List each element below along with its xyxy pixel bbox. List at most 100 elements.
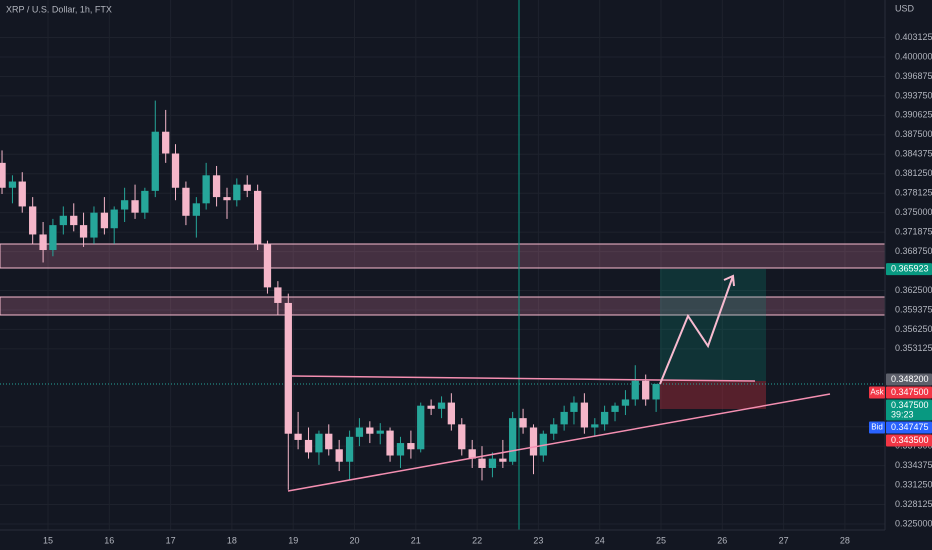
candle-body <box>315 433 323 453</box>
y-tick-label: 0.400000 <box>895 51 932 61</box>
projection-arrow <box>659 275 734 385</box>
candle-body <box>39 234 47 251</box>
candle-body <box>49 225 57 251</box>
x-tick-label: 23 <box>533 535 543 545</box>
candle-body <box>560 411 568 425</box>
candle-body <box>591 424 599 428</box>
side-tag <box>869 386 885 399</box>
price-tag-label: 0.343500 <box>891 435 929 445</box>
candle-body <box>151 131 159 191</box>
candle-body <box>519 418 527 428</box>
y-tick-label: 0.375000 <box>895 207 932 217</box>
y-tick-label: 0.384375 <box>895 149 932 159</box>
resistance-zone <box>0 243 886 269</box>
candle-body <box>570 402 578 412</box>
candle-body <box>212 175 221 198</box>
candle-body <box>18 181 26 207</box>
y-tick-label: 0.328125 <box>895 499 932 509</box>
candle-body <box>580 402 589 428</box>
grid <box>0 0 885 530</box>
candle-body <box>488 458 497 468</box>
y-tick-label: 0.396875 <box>895 71 932 81</box>
price-tag <box>886 263 932 276</box>
candle-body <box>642 380 650 400</box>
x-tick-label: 27 <box>779 535 789 545</box>
candle-body <box>325 433 333 450</box>
price-tag-label: 0.348200 <box>891 374 929 384</box>
price-tag-label: 0.365923 <box>891 264 929 274</box>
y-tick-label: 0.331250 <box>895 479 932 489</box>
ascending-trendline <box>287 393 831 492</box>
y-tick-label: 0.368750 <box>895 246 932 256</box>
price-tag <box>886 434 932 447</box>
candle-body <box>162 131 170 154</box>
candle-body <box>70 215 78 226</box>
horizontal-trendline <box>291 375 756 382</box>
candle-body <box>427 405 435 409</box>
x-tick-label: 24 <box>595 535 605 545</box>
candle-body <box>182 187 190 216</box>
countdown: 39:23 <box>891 409 914 419</box>
y-tick-label: 0.387500 <box>895 129 932 139</box>
y-tick-label: 0.356250 <box>895 324 932 334</box>
x-tick-label: 22 <box>472 535 482 545</box>
candle-body <box>284 302 292 434</box>
candle-body <box>79 225 88 238</box>
candle-body <box>0 162 6 188</box>
y-tick-label: 0.353125 <box>895 343 932 353</box>
candle-body <box>335 449 343 462</box>
candle-body <box>202 175 210 204</box>
y-tick-label: 0.362500 <box>895 285 932 295</box>
x-tick-label: 25 <box>656 535 666 545</box>
price-tag <box>886 373 932 386</box>
price-tag <box>886 421 932 434</box>
candle-body <box>253 190 262 244</box>
candle-body <box>447 402 456 425</box>
y-tick-label: 0.334375 <box>895 460 932 470</box>
candle-body <box>652 383 660 400</box>
candle-body <box>294 433 302 440</box>
candles <box>0 100 660 490</box>
candle-body <box>120 200 129 210</box>
x-tick-label: 20 <box>349 535 359 545</box>
x-tick-label: 19 <box>288 535 298 545</box>
candle-body <box>376 430 384 434</box>
drawings <box>287 274 831 492</box>
y-tick-label: 0.393750 <box>895 90 932 100</box>
candle-body <box>263 243 272 288</box>
candle-body <box>90 212 98 238</box>
x-tick-label: 16 <box>104 535 114 545</box>
candle-body <box>59 215 67 226</box>
side-tag-label: Bid <box>871 423 883 432</box>
candle-body <box>600 411 609 425</box>
side-tag-label: Ask <box>870 388 884 397</box>
y-tick-label: 0.381250 <box>895 168 932 178</box>
price-tag <box>886 399 932 421</box>
axis-unit: USD <box>895 3 915 13</box>
candle-body <box>621 399 630 406</box>
candle-body <box>396 443 405 456</box>
candle-body <box>29 206 37 235</box>
x-tick-label: 17 <box>166 535 176 545</box>
y-tick-label: 0.359375 <box>895 304 932 314</box>
chart-title: XRP / U.S. Dollar, 1h, FTX <box>6 4 112 14</box>
candle-body <box>345 436 354 462</box>
candle-body <box>386 430 394 456</box>
x-tick-label: 18 <box>227 535 237 545</box>
x-tick-label: 21 <box>411 535 421 545</box>
candle-body <box>233 184 241 201</box>
candle-body <box>274 287 282 303</box>
candle-body <box>631 380 639 400</box>
candle-body <box>611 405 619 412</box>
axes: 0.403125 0.400000 0.396875 0.393750 0.390625… <box>43 32 932 545</box>
price-tag-label: 0.347500 <box>891 400 929 410</box>
candle-body <box>8 181 17 188</box>
y-tick-label: 0.378125 <box>895 188 932 198</box>
y-tick-label: 0.403125 <box>895 32 932 42</box>
candle-body <box>529 427 538 456</box>
target-zone <box>660 269 766 381</box>
candle-body <box>355 427 364 437</box>
y-tick-label: 0.390625 <box>895 110 932 120</box>
